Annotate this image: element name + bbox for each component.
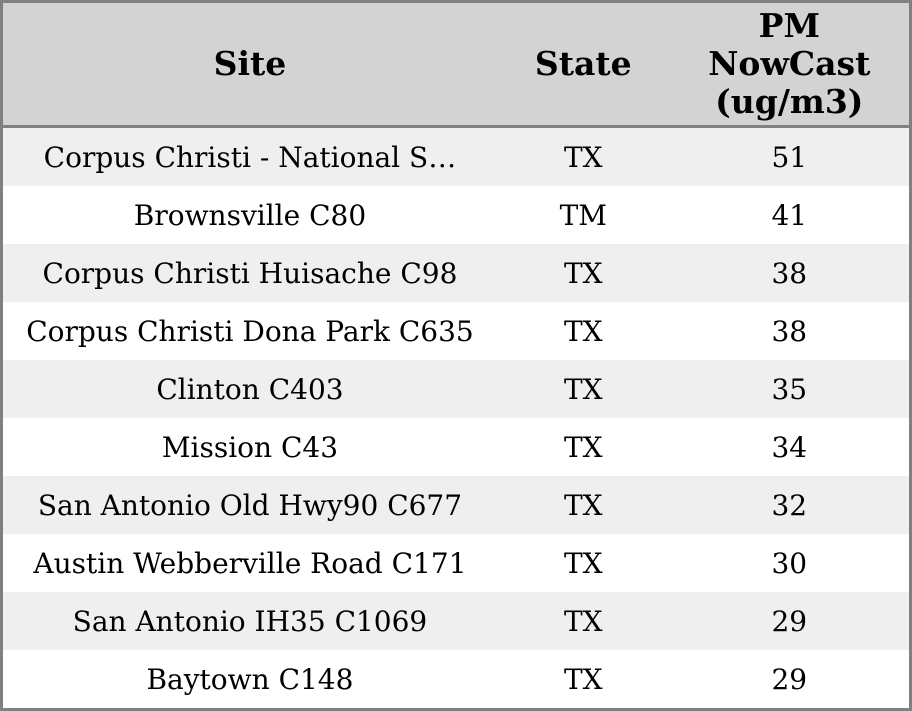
cell-state: TX [563,140,603,174]
cell-pm-nowcast: 32 [771,488,808,522]
table-row: Corpus Christi Huisache C98 TX 38 [1,244,911,302]
table-row: San Antonio Old Hwy90 C677 TX 32 [1,476,911,534]
table-row: Brownsville C80 TM 41 [1,186,911,244]
cell-pm-nowcast: 29 [771,662,808,696]
column-header-site: Site [1,1,497,128]
column-header-state: State [496,1,670,128]
cell-state: TX [563,662,603,696]
cell-site: Corpus Christi Huisache C98 [42,256,458,290]
cell-site: Corpus Christi - National S… [43,140,457,174]
cell-state: TX [563,488,603,522]
table-row: Mission C43 TX 34 [1,418,911,476]
header-row: Site State PM NowCast (ug/m3) [1,1,911,128]
cell-state: TX [563,256,603,290]
cell-state: TX [563,430,603,464]
cell-state: TX [563,604,603,638]
table-row: Corpus Christi - National S… TX 51 [1,126,911,186]
cell-state: TM [559,198,607,232]
cell-site: Brownsville C80 [133,198,367,232]
cell-pm-nowcast: 38 [771,256,808,290]
cell-site: Baytown C148 [146,662,354,696]
table-body: Corpus Christi - National S… TX 51 Brown… [1,126,911,710]
cell-pm-nowcast: 38 [771,314,808,348]
cell-pm-nowcast: 41 [771,198,808,232]
cell-site: Corpus Christi Dona Park C635 [26,314,474,348]
cell-site: Clinton C403 [156,372,344,406]
cell-pm-nowcast: 34 [771,430,808,464]
column-header-pm-nowcast-label: PM NowCast (ug/m3) [708,6,871,121]
column-header-pm-nowcast: PM NowCast (ug/m3) [669,1,911,128]
cell-state: TX [563,546,603,580]
table-row: Corpus Christi Dona Park C635 TX 38 [1,302,911,360]
cell-state: TX [563,372,603,406]
cell-state: TX [563,314,603,348]
cell-site: Mission C43 [161,430,339,464]
cell-site: San Antonio IH35 C1069 [72,604,428,638]
cell-site: San Antonio Old Hwy90 C677 [37,488,463,522]
cell-pm-nowcast: 35 [771,372,808,406]
cell-pm-nowcast: 30 [771,546,808,580]
table-row: Clinton C403 TX 35 [1,360,911,418]
table-header: Site State PM NowCast (ug/m3) [1,1,911,128]
cell-site: Austin Webberville Road C171 [33,546,467,580]
cell-pm-nowcast: 29 [771,604,808,638]
table-row: Austin Webberville Road C171 TX 30 [1,534,911,592]
cell-pm-nowcast: 51 [771,140,808,174]
table-row: Baytown C148 TX 29 [1,650,911,710]
table-row: San Antonio IH35 C1069 TX 29 [1,592,911,650]
